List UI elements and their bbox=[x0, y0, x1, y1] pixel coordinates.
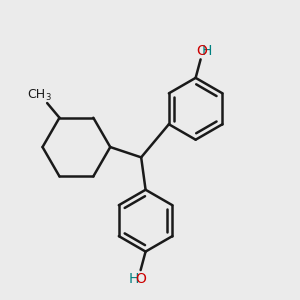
Text: H: H bbox=[129, 272, 139, 286]
Text: CH: CH bbox=[28, 88, 46, 101]
Text: H: H bbox=[202, 44, 212, 58]
Text: O: O bbox=[196, 44, 207, 58]
Text: O: O bbox=[135, 272, 146, 286]
Text: 3: 3 bbox=[45, 94, 51, 103]
